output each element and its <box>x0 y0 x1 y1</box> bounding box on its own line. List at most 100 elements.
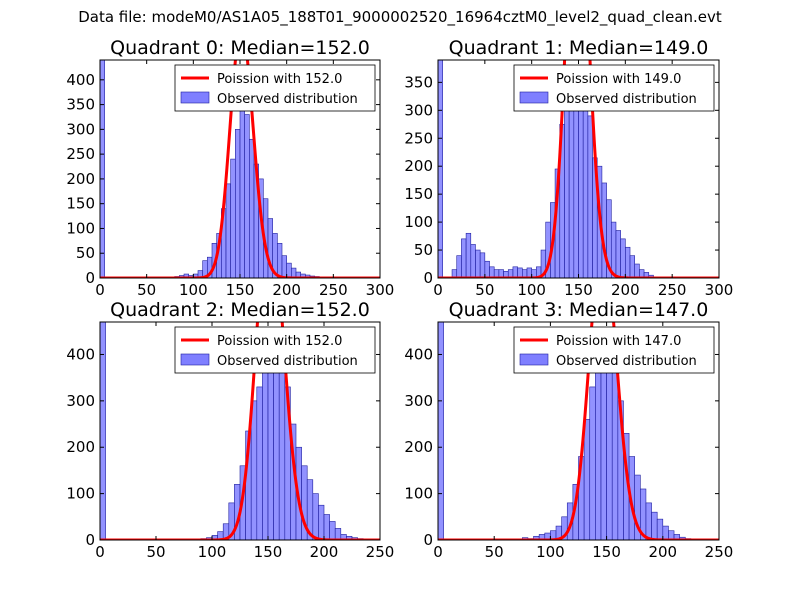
y-tick-label: 400 <box>404 345 433 363</box>
x-tick-label: 300 <box>705 281 734 299</box>
legend-bar-label: Observed distribution <box>556 354 697 369</box>
x-tick-label: 200 <box>310 543 339 561</box>
histogram-bar <box>250 400 258 540</box>
histogram-bar <box>244 114 250 278</box>
x-tick-label: 250 <box>658 281 687 299</box>
legend-line-label: Poission with 152.0 <box>217 72 342 87</box>
x-tick-label: 0 <box>433 543 443 561</box>
y-tick-label: 100 <box>404 213 433 231</box>
y-tick-label: 50 <box>76 244 95 262</box>
histogram-bar <box>589 386 596 540</box>
histogram-bar <box>489 266 495 278</box>
histogram-bar <box>484 260 490 278</box>
y-tick-label: 250 <box>404 129 433 147</box>
x-tick-label: 50 <box>137 281 156 299</box>
y-tick-label: 0 <box>423 531 433 549</box>
chart-quadrant-2: 0 50 100 150 200 250 0 100 200 300 400 Quadrant 2: … <box>66 299 394 561</box>
chart-quadrant-1: 0 50 100 150 200 250 300 0 50 100 150 200 250 300 350 Q… <box>404 37 734 299</box>
y-tick-label: 350 <box>66 96 95 114</box>
legend-bar-swatch <box>519 353 549 366</box>
y-tick-label: 350 <box>404 73 433 91</box>
x-tick-label: 100 <box>517 281 546 299</box>
histogram-bar <box>634 263 640 278</box>
chart-quadrant-0: 0 50 100 150 200 250 300 0 50 100 150 200 250 300 350 4… <box>66 37 395 299</box>
histogram-bar <box>277 243 283 278</box>
histogram-bar <box>249 138 255 278</box>
x-tick-label: 150 <box>226 281 255 299</box>
y-tick-label: 0 <box>423 269 433 287</box>
histogram-bar <box>600 344 607 540</box>
x-tick-label: 100 <box>179 281 208 299</box>
histogram-bar <box>235 129 241 278</box>
plot-area <box>100 322 380 540</box>
legend-bar-label: Observed distribution <box>217 354 358 369</box>
legend-box <box>513 326 715 374</box>
x-tick-label: 250 <box>705 543 734 561</box>
axes-frame <box>437 321 720 541</box>
x-tick-label: 100 <box>198 543 227 561</box>
x-tick-label: 150 <box>592 543 621 561</box>
chart-title: Quadrant 3: Median=147.0 <box>449 299 709 321</box>
chart-title: Quadrant 1: Median=149.0 <box>449 37 709 59</box>
legend-bar-swatch <box>180 353 210 366</box>
x-tick-label: 100 <box>536 543 565 561</box>
histogram-bar <box>662 525 669 540</box>
y-tick-label: 150 <box>66 195 95 213</box>
legend-line-label: Poission with 149.0 <box>556 72 681 87</box>
y-tick-label: 100 <box>404 485 433 503</box>
x-tick-label: 0 <box>433 281 443 299</box>
histogram-bar <box>568 84 575 278</box>
figure-suptitle: Data file: modeM0/AS1A05_188T01_90000025… <box>78 8 722 26</box>
histogram-bar <box>578 87 584 278</box>
histogram-bar <box>256 386 263 540</box>
y-tick-label: 200 <box>66 170 95 188</box>
legend-box <box>174 64 376 112</box>
histogram-bar <box>610 221 617 278</box>
x-tick-label: 50 <box>475 281 494 299</box>
y-tick-label: 400 <box>66 71 95 89</box>
legend-bar-swatch <box>180 91 210 104</box>
histogram-bar <box>262 354 269 540</box>
x-tick-label: 250 <box>319 281 348 299</box>
poisson-curve <box>438 322 719 540</box>
y-tick-label: 300 <box>404 101 433 119</box>
y-tick-label: 100 <box>66 485 95 503</box>
legend-box <box>513 64 715 112</box>
histogram-bar <box>583 419 591 540</box>
x-tick-label: 300 <box>366 281 395 299</box>
histogram-bar <box>312 493 319 540</box>
plot-area <box>100 60 380 278</box>
histogram-bar <box>438 322 444 540</box>
histogram-bar <box>512 266 518 278</box>
y-tick-label: 200 <box>404 157 433 175</box>
y-tick-label: 50 <box>414 241 433 259</box>
histogram-bar <box>470 244 476 278</box>
histogram-bar <box>475 249 481 278</box>
histogram-bar <box>564 98 570 278</box>
histogram-bar <box>239 104 245 278</box>
y-tick-label: 250 <box>66 145 95 163</box>
histogram-bar <box>465 232 472 278</box>
histogram-bar <box>645 502 652 540</box>
y-tick-label: 300 <box>404 392 433 410</box>
histogram-bar <box>278 368 286 540</box>
histogram-bar <box>286 262 292 278</box>
legend-bar-label: Observed distribution <box>217 92 358 107</box>
x-tick-label: 0 <box>95 543 105 561</box>
histogram-bar <box>629 255 635 278</box>
y-tick-label: 150 <box>404 185 433 203</box>
histogram-bar <box>230 158 236 278</box>
chart-quadrant-3: 0 50 100 150 200 250 0 100 200 300 400 Quadrant 3: … <box>404 299 734 561</box>
histogram-bar <box>100 322 106 540</box>
y-tick-label: 400 <box>66 345 95 363</box>
histogram-bar <box>620 238 626 278</box>
legend-bar-swatch <box>519 91 549 104</box>
histogram-bar <box>587 115 593 278</box>
histogram-bar <box>281 255 287 278</box>
histogram-bar <box>582 104 589 278</box>
histogram-bar <box>323 514 330 540</box>
x-tick-label: 200 <box>272 281 301 299</box>
histogram-bar <box>651 511 658 540</box>
histogram-bar <box>329 521 336 540</box>
